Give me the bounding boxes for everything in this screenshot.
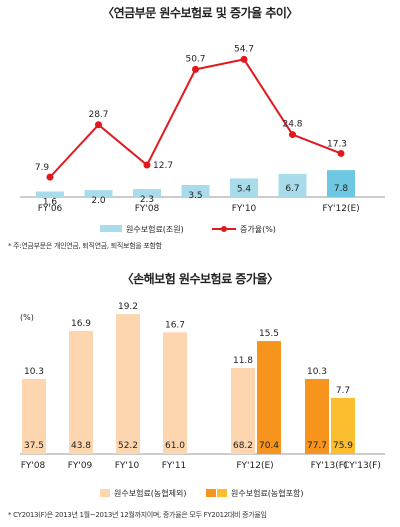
bar-growth-label: 10.3 <box>24 367 44 377</box>
x-tick-label: FY'12(E) <box>236 461 273 471</box>
growth-value-label: 7.9 <box>35 163 50 173</box>
growth-point-2 <box>143 161 151 169</box>
legend-bar-swatch <box>100 225 122 232</box>
growth-point-1 <box>95 121 102 129</box>
x-tick-label: FY'06 <box>38 204 63 214</box>
bar-inner-label: 70.4 <box>259 441 279 451</box>
bar-growth-label: 19.2 <box>118 302 138 312</box>
legend-b-swatch-orange <box>206 489 216 497</box>
bar-4 <box>230 178 258 197</box>
bar-3 <box>181 184 210 197</box>
bar-growth-label: 16.9 <box>71 319 91 329</box>
growth-value-label: 28.7 <box>88 110 108 120</box>
bar-value-label: 3.5 <box>188 191 202 201</box>
growth-point-6 <box>337 149 345 157</box>
growth-value-label: 54.7 <box>234 44 254 54</box>
bar-inner-label: 52.2 <box>118 441 138 451</box>
legend-line-label: 증가율(%) <box>240 225 276 234</box>
chart2-title: 〈손해보험 원수보험료 증가율〉 <box>121 272 279 286</box>
bar-5 <box>278 173 307 197</box>
bar-4 <box>231 368 255 454</box>
growth-point-5 <box>289 131 296 139</box>
growth-point-3 <box>192 65 199 73</box>
bar-growth-label: 15.5 <box>259 329 279 339</box>
legend-b-swatch-yellow <box>217 489 227 497</box>
growth-value-label: 17.3 <box>327 139 347 149</box>
bar-6 <box>305 378 329 454</box>
bar-5 <box>257 341 281 454</box>
bar-0 <box>36 191 64 197</box>
x-tick-label: FY'09 <box>68 461 93 471</box>
x-tick-label: FY'08 <box>21 461 46 471</box>
growth-point-0 <box>46 173 54 181</box>
bar-value-label: 6.7 <box>285 184 299 194</box>
chart2-plot: (%) 10.3 37.5 16.9 43.8 19.2 52.2 16.7 61.0 11.8 6… <box>20 302 385 498</box>
x-tick-label: FY'13(F) <box>311 461 348 471</box>
x-tick-label: FY'08 <box>135 204 160 214</box>
bar-7 <box>331 397 355 454</box>
growth-value-label: 12.7 <box>153 161 173 171</box>
bar-growth-label: 11.8 <box>233 356 253 366</box>
bar-2 <box>133 189 161 197</box>
bar-3 <box>163 332 187 454</box>
chart1-plot: 1.6FY'06 2.0 2.3FY'08 3.5 5.4 FY'10 6.7 7.8 FY'1… <box>20 44 385 234</box>
bar-inner-label: 37.5 <box>24 441 44 451</box>
growth-value-label: 24.8 <box>282 120 302 130</box>
bar-value-label: 7.8 <box>334 184 349 194</box>
bar-inner-label: 77.7 <box>307 441 327 451</box>
bar-growth-label: 7.7 <box>336 386 350 396</box>
bar-inner-label: 68.2 <box>233 441 253 451</box>
bar-growth-label: 16.7 <box>165 320 185 330</box>
bar-inner-label: 61.0 <box>165 441 185 451</box>
bar-6 <box>327 170 355 197</box>
bar-inner-label: 75.9 <box>333 441 353 451</box>
x-tick-label: CY'13(F) <box>343 461 381 471</box>
legend-line-marker <box>221 226 227 232</box>
x-tick-label: FY'10 <box>232 204 257 214</box>
bar-2 <box>116 314 140 454</box>
chart1-note: * 주:연금부문은 개인연금, 퇴직연금, 퇴직보험을 포함함 <box>8 242 162 250</box>
bar-1 <box>69 330 93 454</box>
legend-a-label: 원수보험료(농협제외) <box>114 488 186 498</box>
bar-growth-label: 10.3 <box>307 367 327 377</box>
growth-point-4 <box>240 55 248 63</box>
bar-1 <box>84 190 113 197</box>
x-tick-label: FY'12(E) <box>322 204 359 214</box>
chart2-note: * CY2013(F)은 2013년 1월~2013년 12월까지이며, 증가율… <box>8 511 267 519</box>
x-tick-label: FY'10 <box>115 461 140 471</box>
legend-a-swatch <box>100 489 110 497</box>
growth-value-label: 50.7 <box>185 54 205 64</box>
x-tick-label: FY'11 <box>162 461 187 471</box>
legend-bar-label: 원수보험료(조원) <box>126 225 184 234</box>
legend-b-label: 원수보험료(농협포함) <box>231 488 303 498</box>
bar-value-label: 1.6 <box>43 197 58 207</box>
bar-value-label: 5.4 <box>237 184 252 194</box>
bar-value-label: 2.0 <box>91 196 106 206</box>
y-unit-label: (%) <box>20 313 34 322</box>
chart1-title: 〈연금부문 원수보험료 및 증가율 추이〉 <box>102 6 298 20</box>
bar-0 <box>22 378 46 454</box>
bar-inner-label: 43.8 <box>71 441 91 451</box>
bar-value-label: 2.3 <box>140 195 154 205</box>
